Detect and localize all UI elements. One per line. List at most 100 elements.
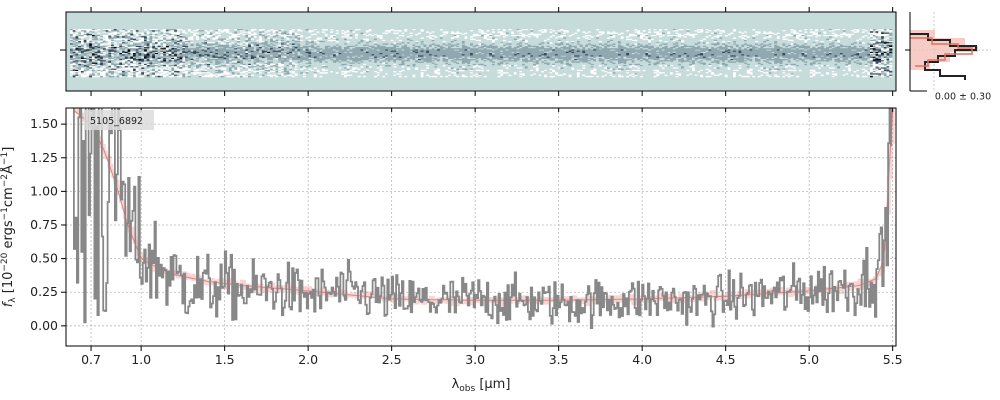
spectrum-2d-pixel	[428, 44, 432, 47]
spectrum-2d-pixel	[404, 32, 408, 35]
spectrum-2d-pixel	[437, 56, 441, 59]
spectrum-2d-pixel	[324, 68, 328, 71]
spectrum-2d-pixel	[280, 63, 285, 66]
spectrum-2d-pixel	[316, 45, 320, 48]
spectrum-2d-pixel	[237, 43, 241, 45]
spectrum-2d-pixel	[193, 39, 197, 42]
spectrum-2d-pixel	[261, 53, 265, 55]
spectrum-2d-pixel	[256, 71, 260, 73]
spectrum-2d-pixel	[379, 54, 383, 56]
spectrum-2d-pixel	[308, 32, 312, 35]
spectrum-2d-pixel	[111, 29, 115, 31]
spectrum-2d-pixel	[313, 48, 317, 50]
spectrum-2d-pixel	[379, 50, 383, 53]
spectrum-2d-pixel	[231, 75, 235, 78]
spectrum-2d-pixel	[360, 29, 364, 31]
spectrum-2d-pixel	[357, 74, 361, 77]
spectrum-2d-pixel	[324, 29, 328, 31]
spectrum-2d-pixel	[302, 42, 306, 44]
spectrum-2d-pixel	[445, 31, 449, 33]
spectrum-2d-pixel	[313, 29, 317, 31]
spectrum-2d-pixel	[83, 43, 87, 45]
spectrum-2d-pixel	[286, 48, 290, 50]
spectrum-2d-pixel	[226, 50, 230, 53]
spectrum-2d-pixel	[522, 75, 526, 78]
spectrum-2d-pixel	[111, 68, 115, 71]
spectrum-2d-pixel	[105, 65, 109, 67]
spectrum-2d-pixel	[245, 49, 249, 51]
spectrum-2d-pixel	[300, 30, 304, 32]
spectrum-2d-pixel	[196, 29, 200, 31]
spectrum-2d-pixel	[516, 67, 520, 69]
spectrum-2d-pixel	[267, 45, 271, 48]
spectrum-2d-pixel	[409, 73, 413, 75]
spectrum-2d-pixel	[119, 69, 123, 72]
spectrum-2d-pixel	[89, 56, 93, 59]
spectrum-2d-pixel	[242, 74, 246, 77]
spectrum-2d-pixel	[445, 69, 449, 72]
spectrum-2d-pixel	[524, 35, 528, 37]
spectrum-2d-pixel	[344, 31, 348, 33]
spectrum-2d-pixel	[212, 47, 216, 49]
spectrum-2d-pixel	[176, 41, 180, 43]
spectrum-2d-pixel	[456, 51, 460, 54]
spectrum-2d-pixel	[354, 42, 358, 44]
spectrum-2d-pixel	[508, 38, 512, 41]
spectrum-2d-pixel	[152, 66, 156, 68]
spectrum-2d-pixel	[256, 65, 260, 67]
spectrum-2d-pixel	[319, 53, 323, 55]
spectrum-2d-pixel	[502, 49, 506, 51]
spectrum-2d-pixel	[390, 55, 394, 57]
spectrum-2d-pixel	[165, 57, 169, 60]
spectrum-2d-pixel	[442, 43, 446, 45]
spectrum-2d-pixel	[467, 30, 471, 32]
spectrum-2d-pixel	[78, 35, 82, 37]
spectrum-2d-pixel	[215, 48, 219, 50]
spectrum-2d-pixel	[83, 49, 87, 51]
spectrum-2d-pixel	[374, 75, 378, 78]
spectrum-2d-pixel	[420, 69, 424, 72]
spectrum-2d-pixel	[511, 55, 515, 57]
spectrum-2d-pixel	[472, 66, 476, 68]
spectrum-2d-pixel	[264, 75, 268, 78]
spectrum-2d-pixel	[80, 61, 84, 63]
spectrum-2d-pixel	[138, 39, 142, 42]
spectrum-2d-pixel	[390, 75, 394, 78]
spectrum-2d-pixel	[305, 55, 309, 57]
spectrum-2d-pixel	[316, 38, 320, 41]
spectrum-2d-pixel	[168, 57, 172, 60]
spectrum-2d-pixel	[360, 31, 364, 33]
spectrum-2d-pixel	[130, 44, 134, 47]
spectrum-2d-pixel	[379, 55, 383, 57]
spectrum-2d-pixel	[201, 47, 205, 49]
spectrum-2d-pixel	[511, 67, 515, 69]
spectrum-2d-pixel	[478, 69, 482, 72]
spectrum-2d-pixel	[401, 72, 405, 74]
spectrum-2d-pixel	[226, 51, 230, 54]
spectrum-2d-pixel	[322, 67, 326, 69]
spectrum-2d-pixel	[489, 55, 493, 57]
spectrum-2d-pixel	[78, 63, 82, 66]
spectrum-2d-pixel	[237, 48, 241, 50]
spectrum-2d-pixel	[376, 36, 380, 38]
spectrum-2d-pixel	[116, 45, 120, 48]
spectrum-2d-pixel	[423, 33, 427, 36]
spectrum-2d-image	[70, 29, 893, 78]
spectrum-2d-pixel	[354, 67, 358, 69]
spectrum-2d-pixel	[152, 39, 156, 42]
spectrum-2d-pixel	[83, 30, 87, 32]
spectrum-2d-pixel	[196, 38, 200, 41]
spectrum-2d-pixel	[491, 67, 495, 69]
spectrum-2d-pixel	[456, 65, 460, 67]
spectrum-2d-pixel	[163, 29, 167, 31]
spectrum-2d-pixel	[204, 71, 208, 73]
spectrum-2d-pixel	[220, 32, 224, 35]
spectrum-2d-pixel	[522, 55, 526, 57]
spectrum-2d-pixel	[78, 38, 82, 41]
spectrum-2d-pixel	[187, 65, 191, 67]
spectrum-2d-pixel	[511, 66, 515, 68]
spectrum-2d-pixel	[404, 53, 408, 55]
spectrum-2d-pixel	[119, 53, 123, 55]
spectrum-2d-pixel	[467, 65, 471, 67]
spectrum-2d-pixel	[119, 31, 123, 33]
